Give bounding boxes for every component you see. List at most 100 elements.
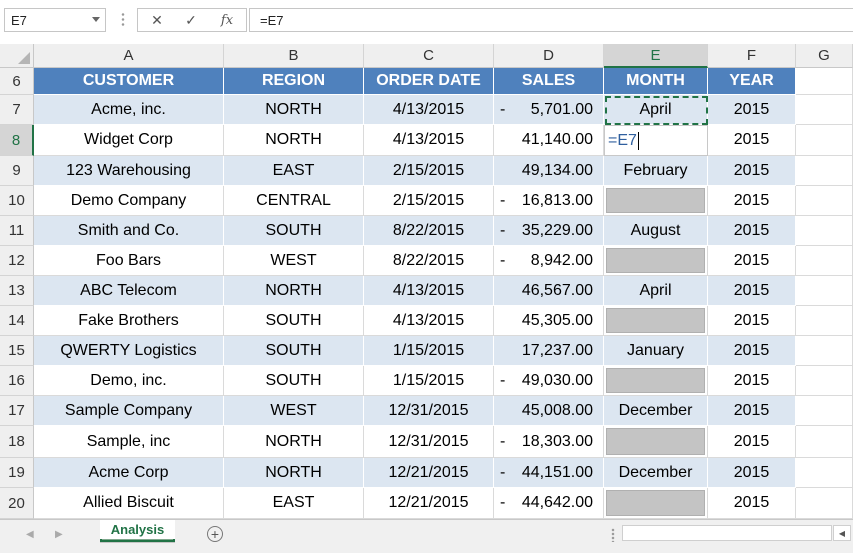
month-cell[interactable]: December xyxy=(604,458,708,488)
cell-g13[interactable] xyxy=(796,276,853,306)
month-cell[interactable]: August xyxy=(604,216,708,246)
region-cell[interactable]: SOUTH xyxy=(224,366,364,396)
sheet-tab-analysis[interactable]: Analysis xyxy=(100,520,175,542)
name-box[interactable]: E7 xyxy=(4,8,106,32)
month-cell[interactable]: December xyxy=(604,396,708,426)
customer-cell[interactable]: Demo Company xyxy=(34,186,224,216)
customer-cell[interactable]: 123 Warehousing xyxy=(34,156,224,186)
region-cell[interactable]: NORTH xyxy=(224,276,364,306)
cell-g7[interactable] xyxy=(796,95,853,125)
year-cell[interactable]: 2015 xyxy=(708,186,796,216)
order-date-cell[interactable]: 8/22/2015 xyxy=(364,246,494,276)
month-cell-empty[interactable] xyxy=(604,306,708,336)
year-cell[interactable]: 2015 xyxy=(708,458,796,488)
month-cell[interactable]: February xyxy=(604,156,708,186)
order-date-cell[interactable]: 2/15/2015 xyxy=(364,156,494,186)
order-date-cell[interactable]: 4/13/2015 xyxy=(364,276,494,306)
scroll-tabs-right-icon[interactable]: ▶ xyxy=(55,529,63,540)
formula-input[interactable]: =E7 xyxy=(249,8,853,32)
cell-g17[interactable] xyxy=(796,396,853,426)
cell-g15[interactable] xyxy=(796,336,853,366)
customer-cell[interactable]: Acme Corp xyxy=(34,458,224,488)
year-cell[interactable]: 2015 xyxy=(708,396,796,426)
order-date-cell[interactable]: 2/15/2015 xyxy=(364,186,494,216)
order-date-cell[interactable]: 1/15/2015 xyxy=(364,336,494,366)
year-cell[interactable]: 2015 xyxy=(708,336,796,366)
month-cell[interactable]: April xyxy=(604,276,708,306)
year-cell[interactable]: 2015 xyxy=(708,95,796,125)
sales-cell[interactable]: -35,229.00 xyxy=(494,216,604,246)
row-header-7[interactable]: 7 xyxy=(0,95,34,125)
region-cell[interactable]: NORTH xyxy=(224,95,364,125)
sales-cell[interactable]: -44,151.00 xyxy=(494,458,604,488)
order-date-cell[interactable]: 8/22/2015 xyxy=(364,216,494,246)
row-header-11[interactable]: 11 xyxy=(0,216,34,246)
cancel-icon[interactable]: ✕ xyxy=(151,11,163,28)
chevron-down-icon[interactable] xyxy=(92,17,100,22)
month-cell-empty[interactable] xyxy=(604,246,708,276)
cell-g9[interactable] xyxy=(796,156,853,186)
customer-cell[interactable]: Acme, inc. xyxy=(34,95,224,125)
year-cell[interactable]: 2015 xyxy=(708,306,796,336)
cell-g19[interactable] xyxy=(796,458,853,488)
year-cell[interactable]: 2015 xyxy=(708,246,796,276)
row-header-9[interactable]: 9 xyxy=(0,156,34,186)
customer-cell[interactable]: Fake Brothers xyxy=(34,306,224,336)
row-header-6[interactable]: 6 xyxy=(0,68,34,95)
customer-cell[interactable]: QWERTY Logistics xyxy=(34,336,224,366)
row-header-8[interactable]: 8 xyxy=(0,125,34,156)
year-cell[interactable]: 2015 xyxy=(708,488,796,519)
region-cell[interactable]: SOUTH xyxy=(224,336,364,366)
month-cell-empty[interactable] xyxy=(604,366,708,396)
sales-cell[interactable]: -44,642.00 xyxy=(494,488,604,519)
row-header-13[interactable]: 13 xyxy=(0,276,34,306)
sales-cell[interactable]: - 8,942.00 xyxy=(494,246,604,276)
insert-function-button[interactable]: fx xyxy=(220,12,234,28)
order-date-cell[interactable]: 12/21/2015 xyxy=(364,458,494,488)
customer-cell[interactable]: Sample, inc xyxy=(34,426,224,458)
year-cell[interactable]: 2015 xyxy=(708,125,796,156)
checkmark-icon[interactable]: ✓ xyxy=(185,11,197,28)
cell-g8[interactable] xyxy=(796,125,853,156)
year-cell[interactable]: 2015 xyxy=(708,276,796,306)
customer-cell[interactable]: Widget Corp xyxy=(34,125,224,156)
region-cell[interactable]: CENTRAL xyxy=(224,186,364,216)
region-cell[interactable]: NORTH xyxy=(224,426,364,458)
sales-cell[interactable]: 45,305.00 xyxy=(494,306,604,336)
row-header-16[interactable]: 16 xyxy=(0,366,34,396)
region-cell[interactable]: SOUTH xyxy=(224,306,364,336)
row-header-15[interactable]: 15 xyxy=(0,336,34,366)
order-date-cell[interactable]: 12/31/2015 xyxy=(364,396,494,426)
cell-g12[interactable] xyxy=(796,246,853,276)
header-cell-year[interactable]: YEAR xyxy=(708,68,796,95)
cell-g11[interactable] xyxy=(796,216,853,246)
customer-cell[interactable]: Demo, inc. xyxy=(34,366,224,396)
cell-g20[interactable] xyxy=(796,488,853,519)
header-cell-month[interactable]: MONTH xyxy=(604,68,708,95)
row-header-10[interactable]: 10 xyxy=(0,186,34,216)
sales-cell[interactable]: 17,237.00 xyxy=(494,336,604,366)
customer-cell[interactable]: Foo Bars xyxy=(34,246,224,276)
cell-g16[interactable] xyxy=(796,366,853,396)
order-date-cell[interactable]: 4/13/2015 xyxy=(364,95,494,125)
month-cell-empty[interactable] xyxy=(604,426,708,458)
sales-cell[interactable]: - 5,701.00 xyxy=(494,95,604,125)
grip-dots-icon[interactable] xyxy=(120,12,126,28)
year-cell[interactable]: 2015 xyxy=(708,216,796,246)
column-header-g[interactable]: G xyxy=(796,44,853,68)
customer-cell[interactable]: Smith and Co. xyxy=(34,216,224,246)
customer-cell[interactable]: ABC Telecom xyxy=(34,276,224,306)
customer-cell[interactable]: Sample Company xyxy=(34,396,224,426)
region-cell[interactable]: SOUTH xyxy=(224,216,364,246)
sales-cell[interactable]: -16,813.00 xyxy=(494,186,604,216)
cell-g18[interactable] xyxy=(796,426,853,458)
header-cell-customer[interactable]: CUSTOMER xyxy=(34,68,224,95)
year-cell[interactable]: 2015 xyxy=(708,156,796,186)
sales-cell[interactable]: 45,008.00 xyxy=(494,396,604,426)
header-cell-region[interactable]: REGION xyxy=(224,68,364,95)
month-cell[interactable]: April xyxy=(604,95,708,125)
sales-cell[interactable]: 41,140.00 xyxy=(494,125,604,156)
month-cell-empty[interactable] xyxy=(604,186,708,216)
region-cell[interactable]: NORTH xyxy=(224,125,364,156)
